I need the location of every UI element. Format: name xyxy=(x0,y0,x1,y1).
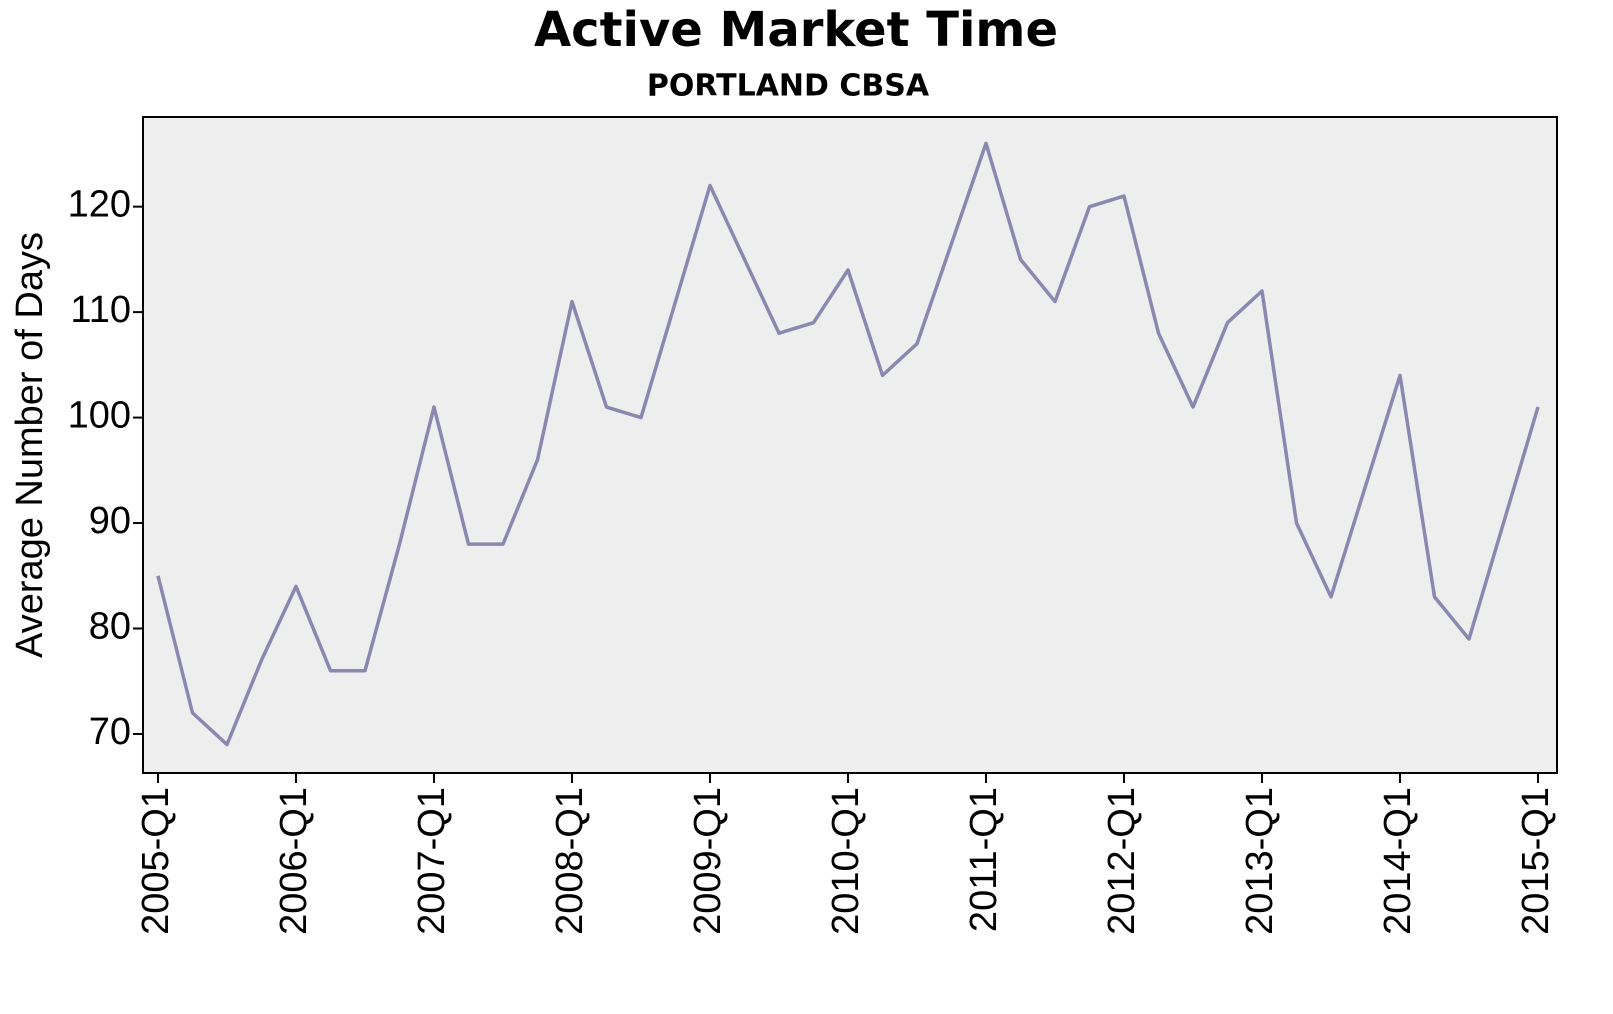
x-tick-label: 2007-Q1 xyxy=(411,787,453,935)
y-tick-label: 110 xyxy=(70,289,131,331)
chart-subtitle: PORTLAND CBSA xyxy=(647,69,930,104)
x-tick-label: 2013-Q1 xyxy=(1239,787,1281,935)
x-tick-label: 2015-Q1 xyxy=(1515,787,1557,935)
x-tick-label: 2008-Q1 xyxy=(549,787,591,935)
x-tick-label: 2006-Q1 xyxy=(273,787,315,935)
data-line xyxy=(156,141,1540,747)
x-tick-label: 2010-Q1 xyxy=(825,787,867,935)
y-tick-label: 90 xyxy=(89,500,131,542)
y-tick-label: 100 xyxy=(68,395,131,437)
x-tick-label: 2005-Q1 xyxy=(135,787,177,935)
x-tick-label: 2012-Q1 xyxy=(1101,787,1143,935)
plot-area xyxy=(142,116,1558,774)
x-tick-label: 2009-Q1 xyxy=(687,787,729,935)
x-tick-label: 2011-Q1 xyxy=(963,787,1005,932)
y-tick-label: 120 xyxy=(68,184,131,226)
y-axis-label: Average Number of Days xyxy=(9,232,51,658)
y-tick-label: 70 xyxy=(89,711,131,753)
x-tick-label: 2014-Q1 xyxy=(1377,787,1419,935)
y-tick-label: 80 xyxy=(89,606,131,648)
chart-title: Active Market Time xyxy=(534,2,1058,58)
